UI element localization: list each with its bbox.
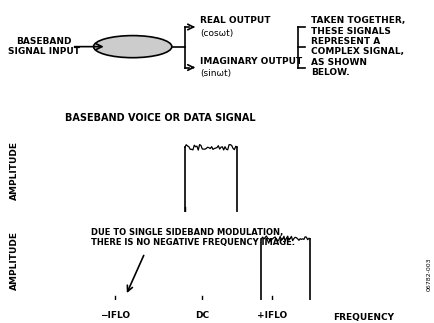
Text: FREQUENCY: FREQUENCY <box>332 225 393 234</box>
Text: BASEBAND VOICE OR DATA SIGNAL: BASEBAND VOICE OR DATA SIGNAL <box>65 113 255 123</box>
Text: DUE TO SINGLE SIDEBAND MODULATION,
THERE IS NO NEGATIVE FREQUENCY IMAGE.: DUE TO SINGLE SIDEBAND MODULATION, THERE… <box>91 228 294 247</box>
Text: FREQUENCY: FREQUENCY <box>332 313 393 322</box>
Text: DC: DC <box>195 311 209 320</box>
Text: IMAGINARY OUTPUT: IMAGINARY OUTPUT <box>200 57 302 66</box>
Text: REAL OUTPUT: REAL OUTPUT <box>200 16 270 26</box>
Text: −IFLO: −IFLO <box>100 311 130 320</box>
Text: 06782-003: 06782-003 <box>426 257 431 291</box>
Text: (sinωt): (sinωt) <box>200 69 231 78</box>
Text: +IFLO: +IFLO <box>256 311 286 320</box>
Text: (cosωt): (cosωt) <box>200 29 233 38</box>
Text: TAKEN TOGETHER,
THESE SIGNALS
REPRESENT A
COMPLEX SIGNAL,
AS SHOWN
BELOW.: TAKEN TOGETHER, THESE SIGNALS REPRESENT … <box>310 16 404 77</box>
Text: BASEBAND
SIGNAL INPUT: BASEBAND SIGNAL INPUT <box>7 37 79 56</box>
Text: DC: DC <box>178 222 191 231</box>
Text: AMPLITUDE: AMPLITUDE <box>10 141 19 200</box>
Text: AMPLITUDE: AMPLITUDE <box>10 231 19 290</box>
Circle shape <box>93 36 171 58</box>
